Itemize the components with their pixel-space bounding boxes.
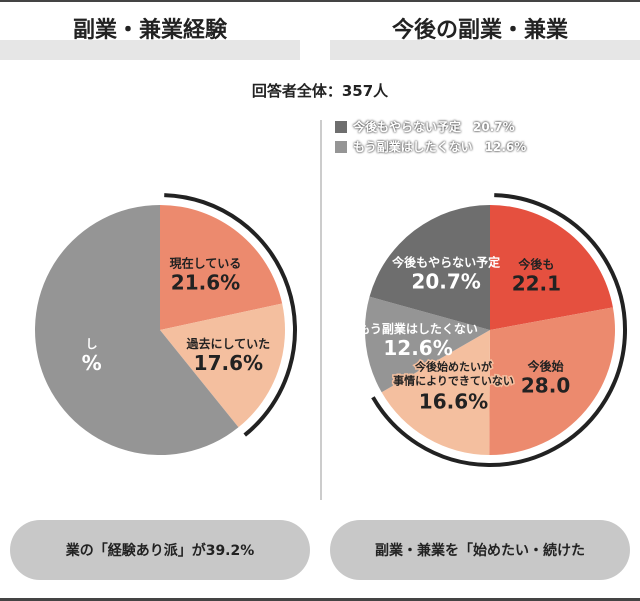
respondents-count: 回答者全体：357人	[251, 82, 389, 100]
legend-label: 今後もやらない予定	[353, 120, 462, 134]
slice-label: 今後始	[527, 359, 564, 374]
left-title-bar	[0, 40, 300, 60]
slice-label: 今後も	[517, 256, 554, 271]
pie-slice	[489, 307, 616, 455]
pie-slice	[381, 330, 490, 455]
slice-label: 今後始めたいが	[414, 360, 492, 374]
legend-item: もう副業はしたくない 12.6%	[335, 138, 625, 155]
pie-slice	[160, 205, 283, 330]
left-summary-text: 業の「経験あり派」が39.2%	[65, 543, 255, 559]
bottom-border	[0, 598, 640, 601]
slice-value: 20.7%	[411, 269, 480, 293]
slice-value: 22.1	[512, 271, 561, 295]
slice-label: 事情によりできていない	[393, 374, 514, 388]
highlight-arc	[164, 193, 297, 437]
right-title-bar	[330, 40, 640, 60]
slice-label: 現在している	[170, 256, 242, 271]
slice-value: 21.6%	[171, 271, 240, 295]
legend-label: もう副業はしたくない	[353, 140, 473, 154]
pie-slice	[160, 303, 285, 428]
legend-swatch	[335, 121, 347, 133]
legend-value: 12.6%	[484, 140, 527, 154]
left-chart-title: 副業・兼業経験	[72, 18, 227, 43]
pie-slice	[35, 205, 239, 455]
slice-value: 12.6%	[383, 336, 452, 360]
slice-value: %	[82, 351, 102, 375]
left-summary: 業の「経験あり派」が39.2%	[10, 520, 310, 580]
legend-item: 今後もやらない予定 20.7%	[335, 118, 625, 135]
slice-value: 28.0	[521, 374, 570, 398]
slice-value: 16.6%	[419, 390, 488, 414]
slice-label: し	[86, 337, 98, 351]
slice-value: 17.6%	[194, 351, 263, 375]
right-summary-text: 副業・兼業を「始めたい・続けた	[375, 543, 585, 559]
slice-label: もう副業はしたくない	[358, 321, 478, 336]
pie-slice	[490, 205, 613, 330]
slice-label: 今後もやらない予定	[391, 254, 500, 269]
pie-slice	[365, 296, 490, 393]
legend-swatch	[335, 141, 347, 153]
slice-label: 過去にしていた	[186, 336, 271, 351]
highlight-arc	[371, 193, 627, 467]
pie-slice	[369, 205, 490, 330]
right-chart-title: 今後の副業・兼業	[391, 18, 568, 43]
divider	[320, 120, 322, 500]
right-summary: 副業・兼業を「始めたい・続けた	[330, 520, 630, 580]
top-border	[0, 0, 640, 2]
legend-value: 20.7%	[473, 120, 515, 134]
